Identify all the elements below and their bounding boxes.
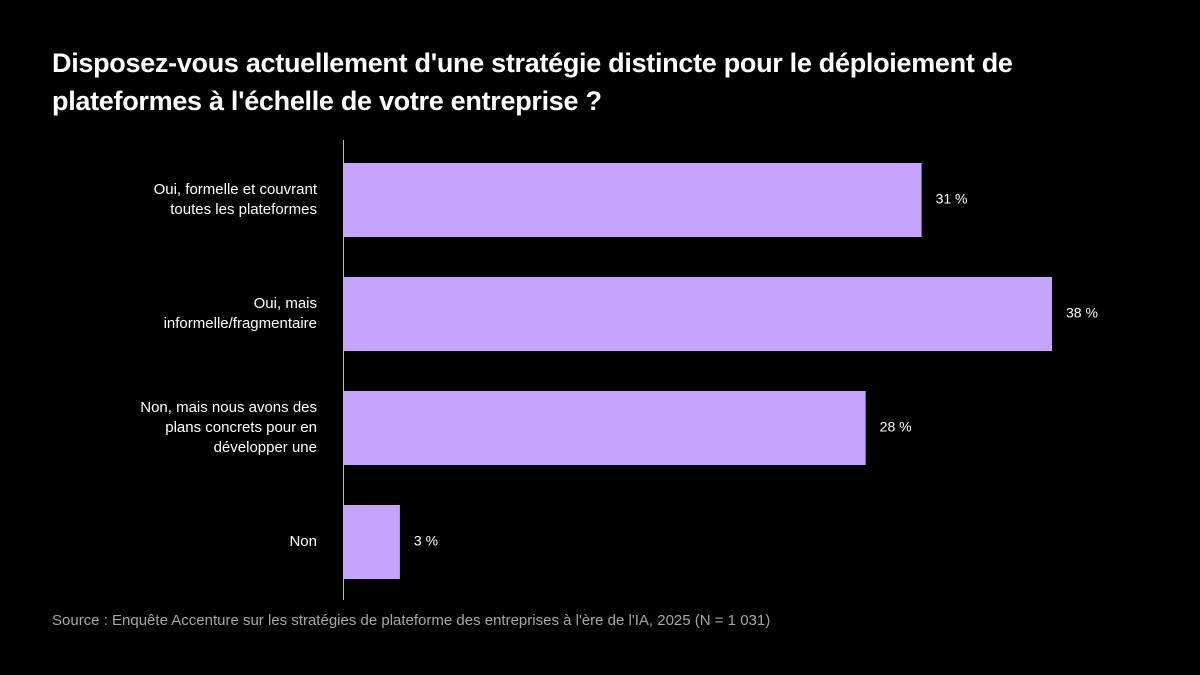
value-label: 38 % [1066, 305, 1098, 321]
bar [344, 505, 400, 579]
category-label: Oui, formelle et couvrant toutes les pla… [153, 181, 317, 218]
category-label: Oui, mais informelle/fragmentaire [163, 295, 317, 332]
source-note: Source : Enquête Accenture sur les strat… [52, 612, 771, 629]
value-label: 31 % [936, 191, 968, 207]
value-label: 28 % [880, 419, 912, 435]
bar [344, 277, 1052, 351]
value-label: 3 % [414, 533, 438, 549]
category-label: Non, mais nous avons des plans concrets … [140, 399, 317, 456]
bar [344, 163, 922, 237]
chart-title: Disposez-vous actuellement d'une stratég… [52, 48, 1013, 116]
bar [344, 391, 866, 465]
category-label: Non [289, 533, 317, 550]
